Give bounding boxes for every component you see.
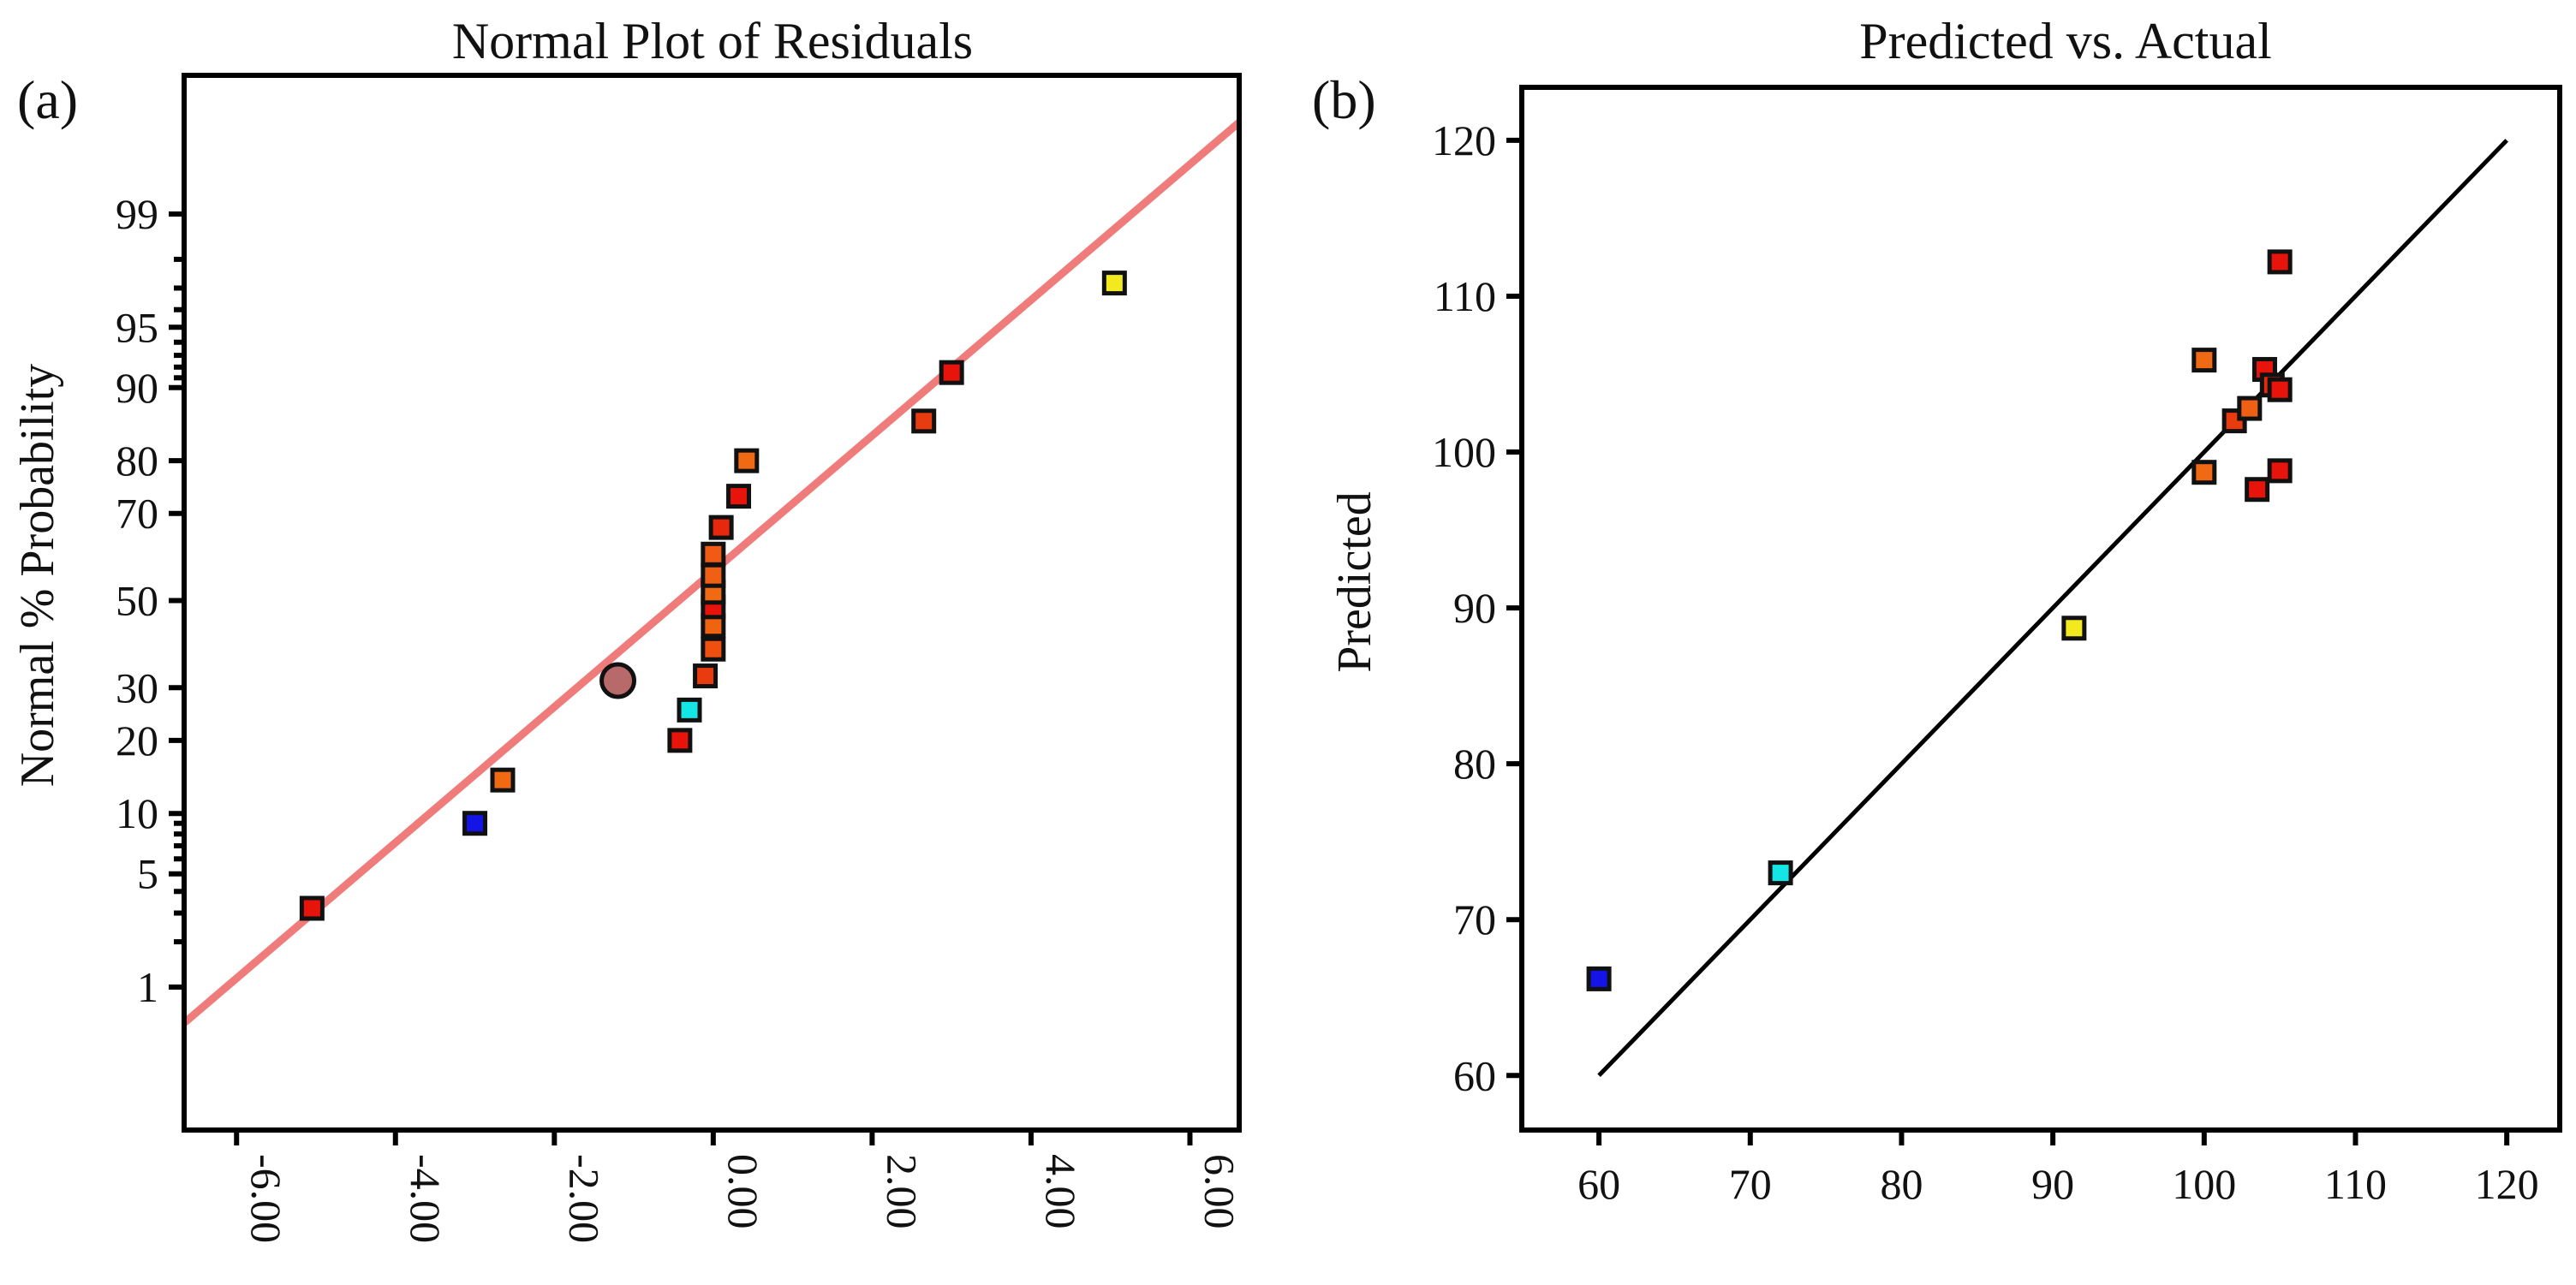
panel-b-data-point: [2245, 477, 2270, 503]
panel-a-data-point: [1101, 271, 1127, 296]
panel-b-data-point: [2191, 348, 2217, 373]
panel-b-y-tick-label: 120: [1432, 116, 1496, 164]
panel-a-x-tick-label: 0.00: [719, 1154, 767, 1229]
panel-b-x-tick-label: 120: [2475, 1160, 2539, 1208]
panel-a-data-point: [701, 541, 726, 567]
panel-b-data-point: [1768, 860, 1793, 886]
panel-a-title: Normal Plot of Residuals: [452, 13, 973, 69]
panel-a-data-point: [693, 663, 719, 689]
panel-a-data-point: [677, 697, 702, 723]
panel-a-data-point: [701, 562, 726, 588]
panel-a-data-point: [939, 360, 964, 385]
panel-b-y-tick-label: 90: [1453, 584, 1496, 632]
panel-b-data-point: [2267, 377, 2293, 402]
panel-a-y-axis-label: Normal % Probability: [11, 364, 64, 788]
panel-b-y-tick-label: 60: [1453, 1051, 1496, 1099]
panel-a-label: (a): [17, 69, 78, 130]
panel-a-data-point: [490, 767, 516, 793]
panel-b-y-tick-label: 110: [1434, 272, 1496, 320]
panel-b-data-point: [2191, 460, 2217, 485]
panel-b-y-tick-label: 70: [1453, 895, 1496, 943]
panel-a: (a) Normal Plot of Residuals Normal % Pr…: [11, 13, 1243, 1243]
panel-a-y-tick-label: 80: [116, 437, 158, 485]
panel-a-points: [299, 271, 1127, 921]
panel-b-frame: [1519, 85, 2562, 1133]
panel-a-y-tick-label: 20: [116, 717, 158, 764]
panel-a-y-tick-label: 1: [137, 963, 158, 1011]
panel-a-y-tick-label: 70: [116, 490, 158, 538]
panel-b-title: Predicted vs. Actual: [1859, 13, 2272, 69]
panel-a-data-point: [701, 636, 726, 662]
panel-a-data-point: [667, 728, 693, 753]
panel-a-x-tick-label: -4.00: [402, 1154, 450, 1243]
panel-a-data-point: [462, 811, 488, 836]
panel-b-x-tick-label: 70: [1729, 1160, 1772, 1208]
panel-a-y-tick-label: 99: [116, 190, 158, 238]
panel-b-y-tick-label: 80: [1453, 740, 1496, 788]
panel-b-x-tick-label: 100: [2172, 1160, 2236, 1208]
panel-a-frame: [182, 73, 1242, 1133]
panel-b-x-tick-label: 110: [2324, 1160, 2387, 1208]
panel-a-y-ticks: 1 5 10 20 30 50 70 80 90 95 99: [116, 190, 184, 1011]
panel-a-x-tick-label: -6.00: [242, 1154, 290, 1243]
panel-a-x-tick-label: 2.00: [878, 1154, 926, 1229]
panel-b-data-point: [1586, 966, 1612, 991]
panel-b-x-tick-label: 90: [2031, 1160, 2074, 1208]
panel-a-y-tick-label: 10: [116, 789, 158, 837]
panel-a-x-ticks: -6.00 -4.00 -2.00 0.00 2.00 4.00 6.00: [234, 1130, 1243, 1243]
panel-a-y-tick-label: 50: [116, 577, 158, 625]
panel-b-label: (b): [1312, 69, 1376, 130]
panel-b-fit-line: [1597, 139, 2508, 1078]
panel-a-y-tick-label: 5: [137, 850, 158, 898]
panel-b-x-tick-label: 80: [1880, 1160, 1923, 1208]
panel-b-x-tick-label: 60: [1577, 1160, 1620, 1208]
panel-a-data-point: [911, 408, 937, 434]
panel-b: (b) Predicted vs. Actual Predicted 60 70 8…: [1312, 13, 2562, 1208]
panel-a-data-point: [726, 484, 752, 509]
panel-b-points: [1586, 249, 2293, 991]
panel-a-data-point: [708, 515, 734, 540]
panel-a-data-point: [299, 895, 325, 921]
panel-a-y-tick-label: 95: [116, 303, 158, 351]
panel-b-x-ticks: 60 70 80 90 100 110 120: [1577, 1130, 2539, 1208]
panel-a-data-point: [734, 448, 760, 473]
panel-a-x-tick-label: -2.00: [560, 1154, 608, 1243]
panel-b-data-point: [2237, 396, 2263, 421]
panel-b-y-axis-label: Predicted: [1328, 491, 1381, 672]
panel-b-y-ticks: 60 70 80 90 100 110 120: [1432, 116, 1522, 1099]
panel-a-x-tick-label: 6.00: [1196, 1154, 1243, 1229]
panel-a-y-tick-label: 30: [116, 663, 158, 711]
panel-a-highlight-marker: [599, 662, 637, 699]
panel-a-y-tick-label: 90: [116, 364, 158, 412]
panel-b-data-point: [2267, 249, 2293, 275]
panel-b-data-point: [2267, 458, 2293, 484]
panel-b-data-point: [2061, 616, 2087, 641]
panel-b-y-tick-label: 100: [1432, 428, 1496, 476]
panel-a-x-tick-label: 4.00: [1037, 1154, 1085, 1229]
